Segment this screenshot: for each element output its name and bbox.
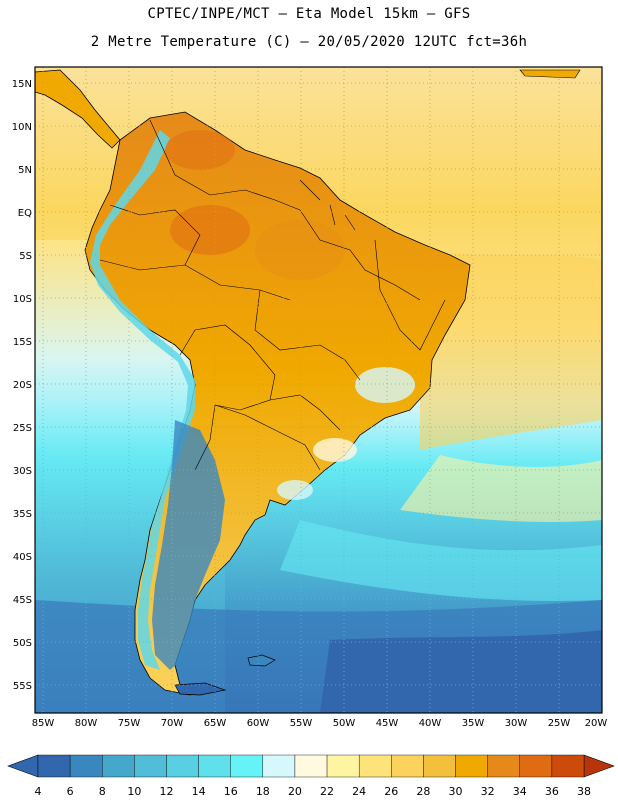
falklands-island: [247, 654, 276, 667]
colorbar-label: 4: [35, 785, 42, 798]
lon-label: 45W: [376, 718, 399, 729]
atlantic-warm: [420, 250, 602, 450]
colorbar-swatch: [487, 754, 520, 778]
venezuela-hot-spot: [165, 130, 235, 170]
lat-label: 40S: [13, 552, 32, 563]
lat-axis: 15N 10N 5N EQ 5S 10S 15S 20S 25S 30S 35S…: [12, 79, 32, 692]
lat-label: 30S: [13, 466, 32, 477]
map-canvas: [35, 67, 602, 713]
eastern-highlands-cool: [355, 367, 415, 403]
lon-label: 60W: [247, 718, 270, 729]
colorbar-swatch: [455, 754, 488, 778]
colorbar-swatch: [519, 754, 553, 778]
lon-label: 75W: [118, 718, 141, 729]
lat-label: 25S: [13, 423, 32, 434]
title-line-2: 2 Metre Temperature (C) – 20/05/2020 12U…: [90, 34, 528, 50]
lon-label: 85W: [32, 718, 55, 729]
colorbar-label: 24: [352, 785, 366, 798]
map-frame: [34, 66, 603, 714]
colorbar-swatch: [326, 754, 360, 778]
colorbar-label: 34: [513, 785, 527, 798]
lon-label: 25W: [548, 718, 571, 729]
atlantic-mid: [400, 455, 602, 522]
colorbar: [7, 754, 615, 778]
colorbar-swatch: [166, 754, 199, 778]
colorbar-label: 10: [127, 785, 141, 798]
lat-label: 35S: [13, 509, 32, 520]
colorbar-label: 38: [577, 785, 591, 798]
antilles-island: [519, 69, 581, 79]
lat-label: 10N: [12, 122, 32, 133]
colorbar-label: 16: [224, 785, 238, 798]
atlantic-cool: [280, 520, 602, 601]
lon-label: 70W: [161, 718, 184, 729]
colorbar-high-arrow: [583, 754, 615, 778]
lon-label: 35W: [462, 718, 485, 729]
lat-label: EQ: [18, 208, 32, 219]
lat-label: 20S: [13, 380, 32, 391]
colorbar-label: 22: [320, 785, 334, 798]
colorbar-swatch: [69, 754, 103, 778]
colorbar-label: 28: [416, 785, 430, 798]
colorbar-label: 14: [192, 785, 206, 798]
lat-label: 50S: [13, 638, 32, 649]
lon-label: 50W: [333, 718, 356, 729]
lat-label: 5N: [18, 165, 32, 176]
lat-label: 10S: [13, 294, 32, 305]
brazil-warm-spot: [255, 220, 345, 280]
lat-label: 15N: [12, 79, 32, 90]
colorbar-label: 36: [545, 785, 559, 798]
colorbar-labels: 4 6 8 10 12 14 16 18 20 22 24 26 28 30 32 34 36 38: [35, 785, 592, 798]
colorbar-label: 26: [384, 785, 398, 798]
lon-label: 30W: [505, 718, 528, 729]
colorbar-swatch: [134, 754, 167, 778]
lon-label: 40W: [419, 718, 442, 729]
lon-label: 80W: [75, 718, 98, 729]
lon-label: 55W: [290, 718, 313, 729]
colorbar-swatch: [198, 754, 231, 778]
lat-label: 5S: [19, 251, 32, 262]
lat-label: 15S: [13, 337, 32, 348]
lon-label: 65W: [204, 718, 227, 729]
uruguay-cool: [277, 480, 313, 500]
colorbar-label: 32: [481, 785, 495, 798]
lon-label: 20W: [585, 718, 608, 729]
central-america-land: [35, 69, 121, 149]
colorbar-swatch: [262, 754, 296, 778]
lat-label: 55S: [13, 681, 32, 692]
colorbar-label: 8: [99, 785, 106, 798]
colorbar-swatch: [230, 754, 264, 778]
amazon-hot-spot: [170, 205, 250, 255]
tierra-del-fuego: [174, 682, 227, 696]
colorbar-swatch: [551, 754, 585, 778]
colorbar-label: 18: [256, 785, 270, 798]
patagonia-cold: [152, 420, 225, 670]
colorbar-swatch: [391, 754, 424, 778]
colorbar-swatch: [37, 754, 71, 778]
graticule: [35, 67, 602, 713]
southern-ocean-cold: [320, 630, 602, 713]
colorbar-label: 12: [159, 785, 173, 798]
colorbar-swatch: [358, 754, 392, 778]
colorbar-swatch: [423, 754, 456, 778]
colorbar-label: 20: [288, 785, 302, 798]
colorbar-swatch: [102, 754, 135, 778]
colorbar-swatch: [294, 754, 328, 778]
colorbar-label: 30: [449, 785, 463, 798]
lon-axis: 85W 80W 75W 70W 65W 60W 55W 50W 45W 40W …: [32, 718, 608, 729]
lat-label: 45S: [13, 595, 32, 606]
southern-brazil-cool: [313, 438, 357, 462]
title-line-1: CPTEC/INPE/MCT – Eta Model 15km – GFS: [147, 6, 471, 22]
colorbar-label: 6: [67, 785, 74, 798]
colorbar-low-arrow: [7, 754, 39, 778]
country-borders: [99, 119, 446, 471]
